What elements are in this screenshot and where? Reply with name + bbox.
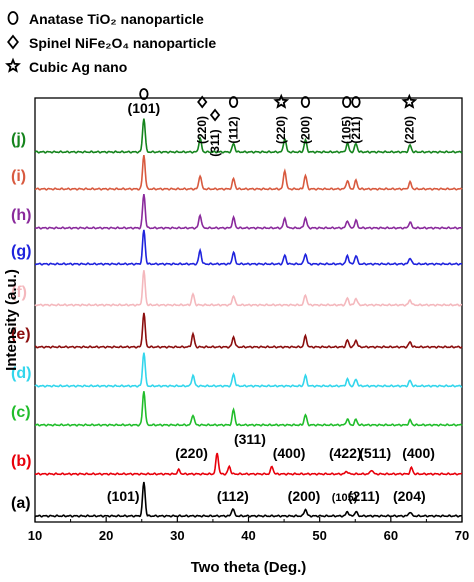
x-tick-label: 50: [312, 528, 326, 543]
circle-marker-icon: [351, 96, 361, 108]
x-tick-label: 60: [384, 528, 398, 543]
circle-marker-icon: [139, 88, 149, 100]
series-line: [34, 193, 463, 230]
y-axis-label: Intensity (a.u.): [3, 269, 20, 371]
peak-label: (220): [195, 116, 209, 144]
series-line: [34, 270, 463, 307]
series-line: [34, 391, 463, 427]
series-label: (a): [11, 495, 31, 512]
series-label: (d): [11, 365, 31, 382]
series-label: (i): [11, 168, 26, 185]
circle-marker-icon: [300, 96, 311, 108]
series-line: [34, 481, 463, 518]
x-tick-label: 20: [99, 528, 113, 543]
circle-marker-icon: [228, 96, 239, 108]
series-line: [34, 452, 463, 476]
x-tick-label: 40: [241, 528, 255, 543]
peak-label: (112): [227, 116, 241, 143]
peak-label: (220): [175, 445, 208, 461]
circle-marker-icon: [342, 96, 352, 108]
peak-label: (220): [402, 116, 416, 144]
x-axis: 10 20 30 40 50 60 70: [28, 517, 469, 543]
circle-legend-icon: [7, 11, 19, 25]
peak-label: (105): [340, 116, 354, 144]
x-tick-label: 30: [170, 528, 184, 543]
series-line: [34, 312, 463, 349]
star-marker-icon: [273, 93, 290, 109]
peak-label: (101): [128, 100, 161, 116]
peak-label: (200): [298, 116, 312, 144]
series-label: (g): [11, 243, 31, 260]
peak-label: (422): [329, 445, 362, 461]
series-line: [34, 118, 463, 154]
star-marker-icon: [401, 93, 418, 109]
x-tick-label: 70: [455, 528, 469, 543]
peak-label: (511): [359, 445, 391, 461]
series-label: (h): [11, 207, 31, 224]
peak-label: (311): [234, 431, 266, 447]
peak-label: (400): [402, 445, 435, 461]
series-line: [34, 352, 463, 388]
series-label: (b): [11, 453, 31, 470]
series-layer: (a) (b) (c) (d) (e) (f) (g) (h) (i) (j): [11, 118, 463, 518]
series-label: (f): [11, 284, 27, 301]
peak-label: (101): [107, 488, 140, 504]
peak-label: (400): [273, 445, 306, 461]
legend-item-label: Spinel NiFe₂O₄ nanoparticle: [29, 35, 216, 51]
annotation-layer: (101)(220)(311) (112) (220) (200) (105)(211)…: [107, 88, 435, 504]
series-label: (j): [11, 131, 26, 148]
series-line: [34, 229, 463, 266]
peak-label: (220): [274, 116, 288, 144]
series-label: (c): [11, 404, 31, 421]
series-line: [34, 154, 463, 191]
diamond-legend-icon: [7, 34, 19, 50]
diamond-marker-icon: [209, 108, 221, 122]
series-label: (e): [11, 326, 31, 343]
peak-label: (204): [393, 488, 426, 504]
peak-label: (311): [208, 129, 222, 156]
diamond-marker-icon: [197, 95, 208, 109]
peak-label: (200): [288, 488, 321, 504]
plot-frame: [34, 97, 463, 523]
x-axis-label: Two theta (Deg.): [191, 559, 307, 576]
x-tick-label: 10: [28, 528, 42, 543]
legend-item-label: Cubic Ag nano: [29, 59, 127, 75]
peak-label: (105): [332, 492, 358, 504]
peak-label: (112): [217, 488, 249, 504]
peak-label: (211): [348, 488, 380, 504]
legend: Anatase TiO₂ nanoparticle Spinel NiFe₂O₄ …: [5, 11, 216, 75]
star-legend-icon: [5, 57, 21, 73]
peak-label: (211): [349, 116, 363, 143]
legend-item-label: Anatase TiO₂ nanoparticle: [29, 11, 204, 27]
